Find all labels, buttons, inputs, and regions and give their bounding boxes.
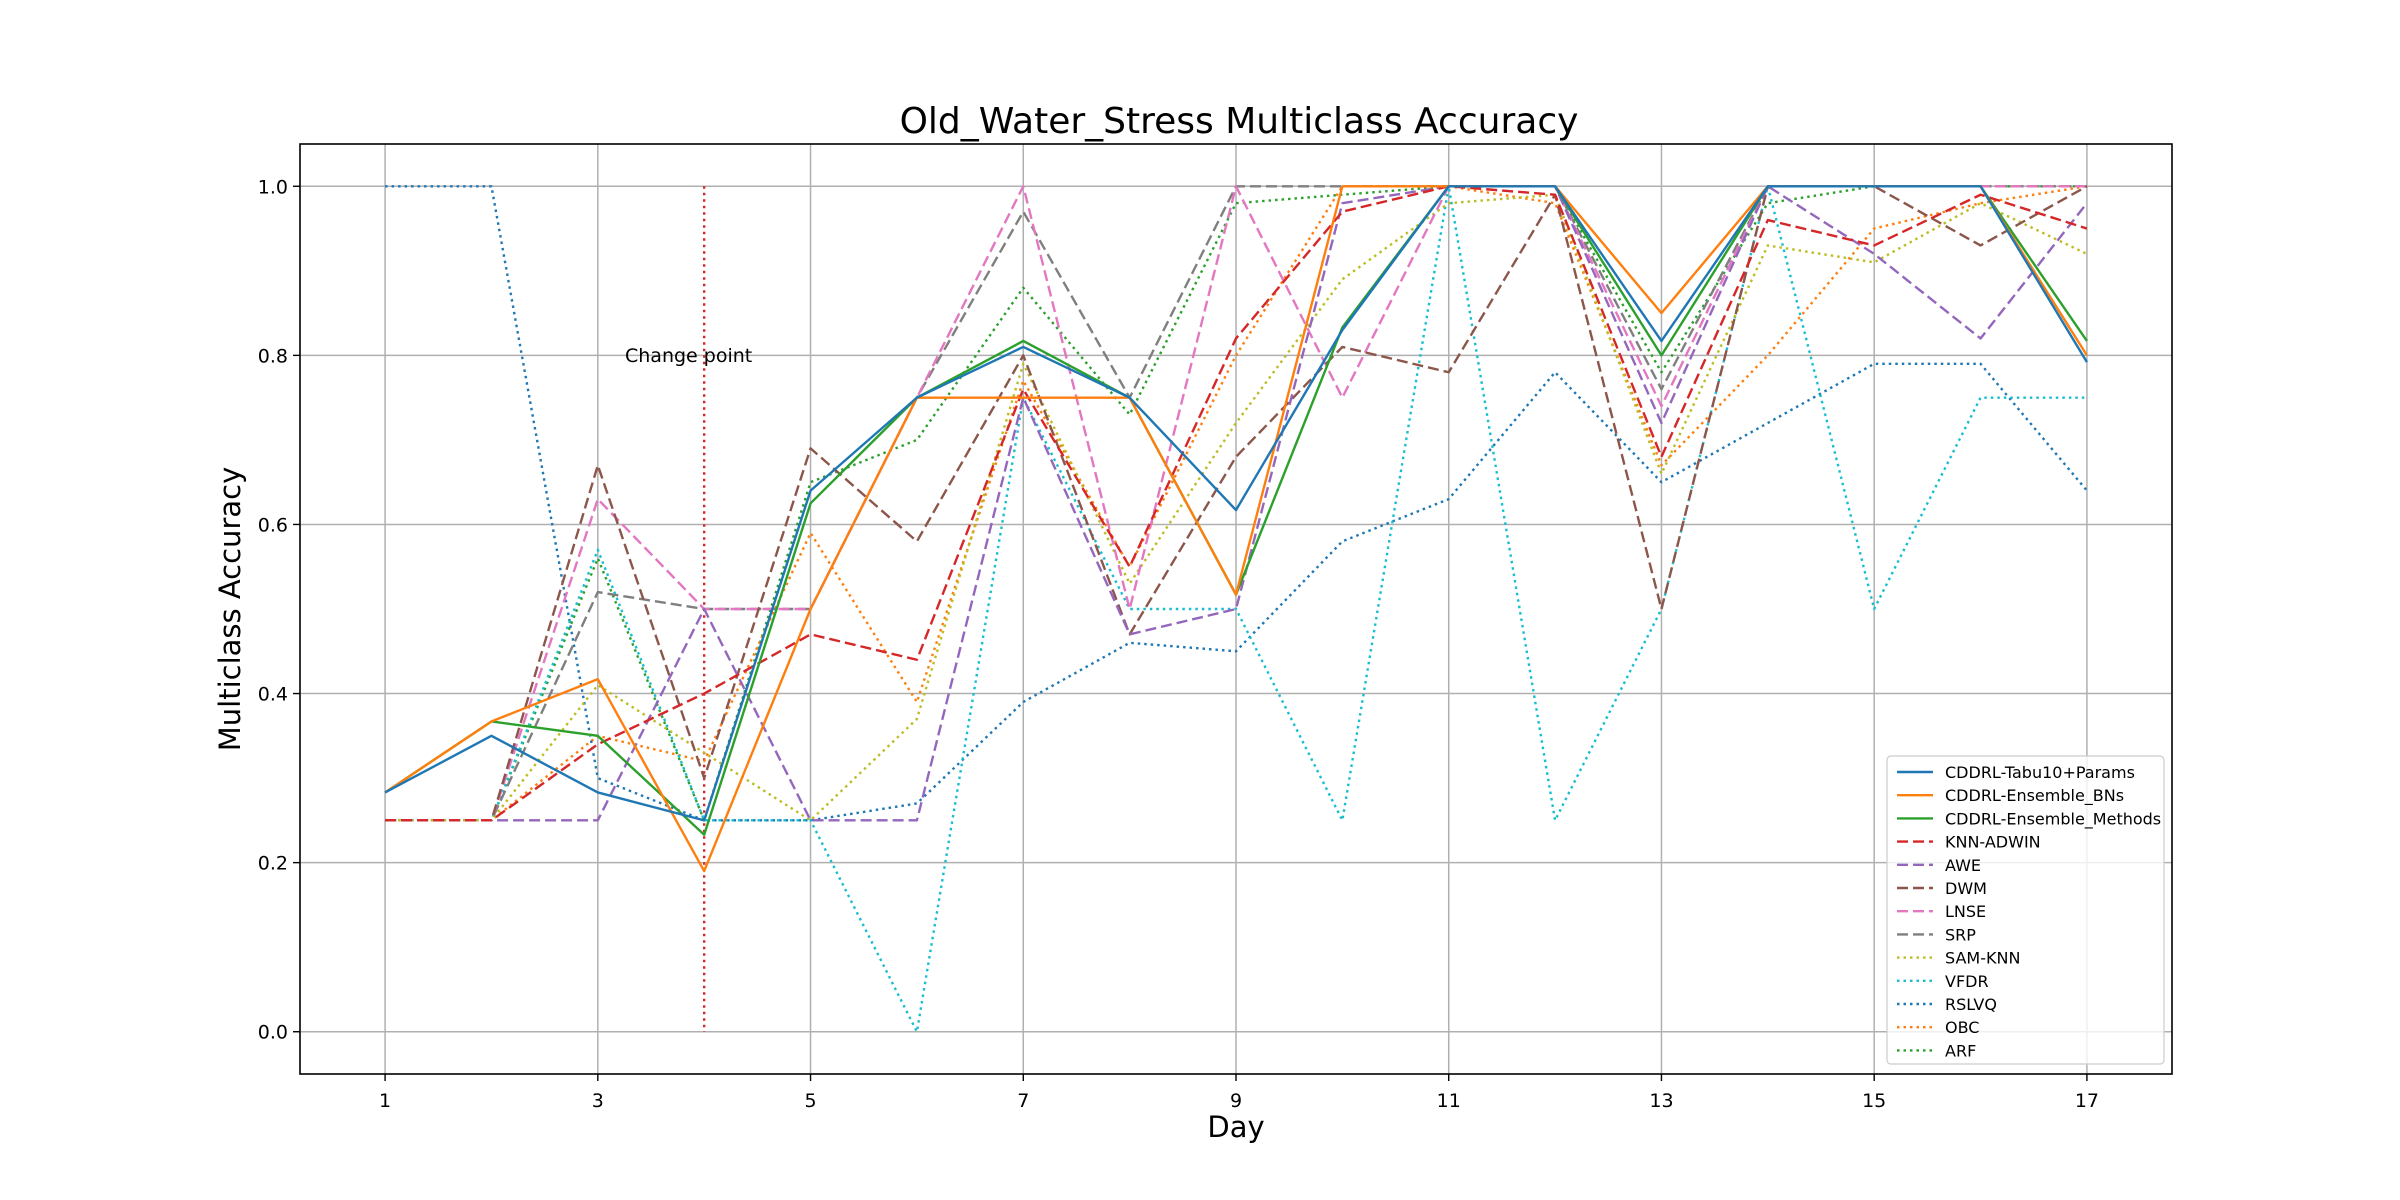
y-axis-title: Multiclass Accuracy — [213, 467, 247, 752]
series-line-rslvq — [385, 185, 2088, 822]
series-layer — [384, 185, 2088, 1033]
x-tick-label: 7 — [1017, 1090, 1029, 1112]
chart-title: Old_Water_Stress Multiclass Accuracy — [900, 101, 1579, 142]
series-line-knn-adwin — [385, 185, 2088, 822]
legend-label-vfdr: VFDR — [1945, 972, 1989, 991]
legend-label-knn-adwin: KNN-ADWIN — [1945, 833, 2041, 852]
y-tick-label: 1.0 — [258, 176, 288, 198]
legend-label-awe: AWE — [1945, 856, 1981, 875]
legend-label-arf: ARF — [1945, 1041, 1976, 1060]
x-tick-label: 13 — [1649, 1090, 1673, 1112]
legend-label-cddrl-ensemble-bns: CDDRL-Ensemble_BNs — [1945, 786, 2124, 806]
legend-items: CDDRL-Tabu10+Params CDDRL-Ensemble_BNs CDD… — [1897, 763, 2161, 1060]
x-axis-title: Day — [1207, 1110, 1264, 1144]
legend-label-srp: SRP — [1945, 925, 1976, 944]
x-tick-label: 15 — [1862, 1090, 1886, 1112]
series-line-awe — [385, 185, 2088, 822]
legend-label-obc: OBC — [1945, 1018, 1979, 1037]
series-line-vfdr — [385, 185, 2087, 1033]
y-axis-ticks: 0.0 0.2 0.4 0.6 0.8 1.0 — [258, 176, 300, 1044]
legend: CDDRL-Tabu10+Params CDDRL-Ensemble_BNs CDD… — [1886, 755, 2165, 1065]
legend-label-rslvq: RSLVQ — [1945, 995, 1997, 1014]
legend-label-dwm: DWM — [1945, 879, 1987, 898]
y-tick-label: 0.6 — [258, 514, 288, 536]
series-line-obc — [385, 185, 2088, 822]
x-axis-ticks: 1 3 5 7 9 11 13 15 17 — [379, 1074, 2099, 1112]
legend-label-cddrl-tabu10-params: CDDRL-Tabu10+Params — [1945, 763, 2135, 782]
x-tick-label: 3 — [592, 1090, 604, 1112]
y-tick-label: 0.2 — [258, 853, 288, 875]
legend-frame — [1886, 755, 2165, 1065]
change-point-annotation: Change point — [625, 345, 752, 367]
legend-label-cddrl-ensemble-methods: CDDRL-Ensemble_Methods — [1945, 809, 2161, 829]
y-tick-label: 0.4 — [258, 684, 288, 706]
x-tick-label: 17 — [2075, 1090, 2099, 1112]
x-tick-label: 1 — [379, 1090, 391, 1112]
x-tick-label: 11 — [1437, 1090, 1461, 1112]
y-tick-label: 0.8 — [258, 345, 288, 367]
y-tick-label: 0.0 — [258, 1022, 288, 1044]
legend-label-lnse: LNSE — [1945, 902, 1986, 921]
legend-label-sam-knn: SAM-KNN — [1945, 949, 2020, 968]
plot-area: Change point — [299, 143, 2173, 1075]
x-tick-label: 9 — [1230, 1090, 1242, 1112]
annotation-text-layer: Change point — [625, 345, 752, 367]
series-line-cddrl-tabu10-params — [384, 185, 2088, 822]
x-tick-label: 5 — [804, 1090, 816, 1112]
